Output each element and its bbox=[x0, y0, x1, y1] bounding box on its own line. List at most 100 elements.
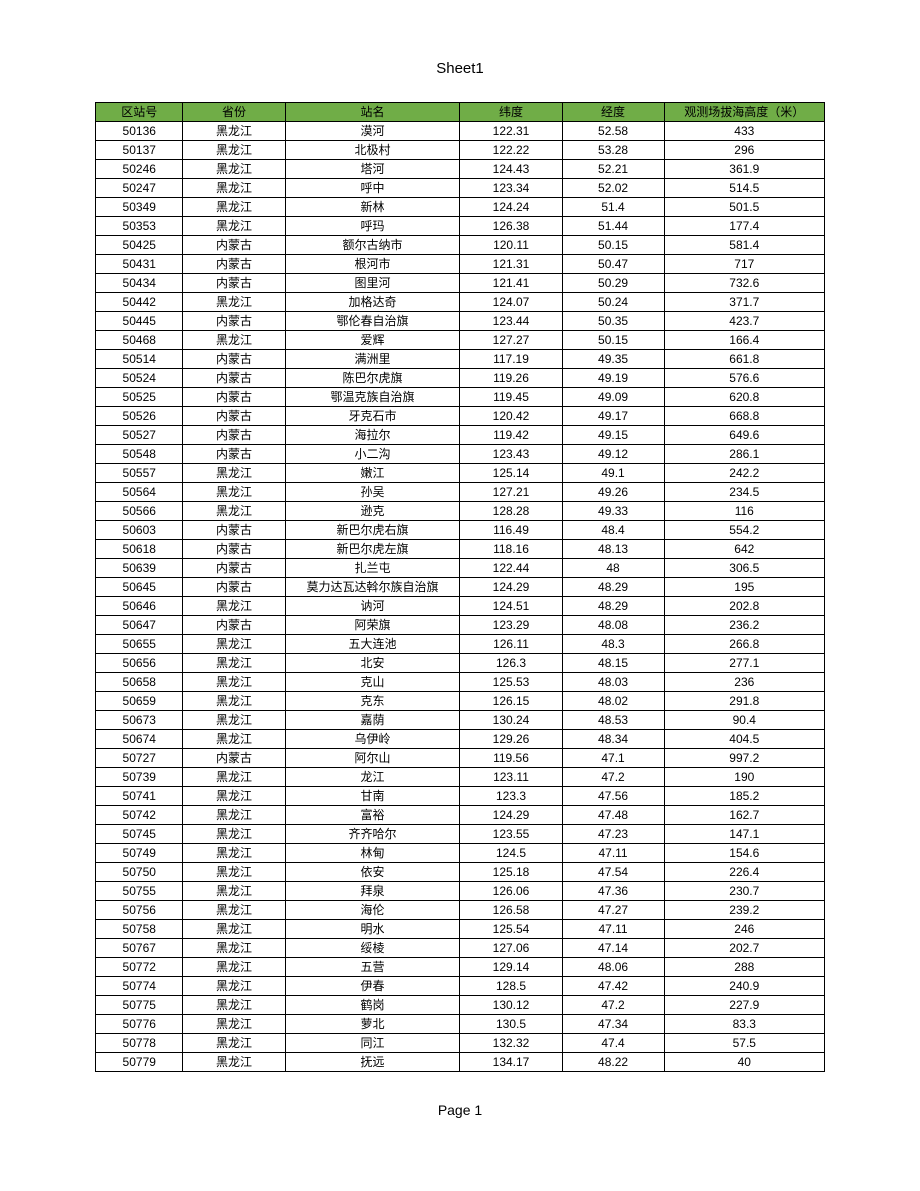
table-cell: 126.3 bbox=[460, 654, 562, 673]
table-cell: 242.2 bbox=[664, 464, 824, 483]
table-cell: 莫力达瓦达斡尔族自治旗 bbox=[285, 578, 460, 597]
table-cell: 50246 bbox=[96, 160, 183, 179]
table-cell: 732.6 bbox=[664, 274, 824, 293]
table-cell: 246 bbox=[664, 920, 824, 939]
table-cell: 50645 bbox=[96, 578, 183, 597]
table-cell: 127.27 bbox=[460, 331, 562, 350]
table-cell: 爱辉 bbox=[285, 331, 460, 350]
table-cell: 49.26 bbox=[562, 483, 664, 502]
table-cell: 黑龙江 bbox=[183, 673, 285, 692]
table-row: 50526内蒙古牙克石市120.4249.17668.8 bbox=[96, 407, 825, 426]
table-cell: 呼中 bbox=[285, 179, 460, 198]
table-cell: 50742 bbox=[96, 806, 183, 825]
table-cell: 127.06 bbox=[460, 939, 562, 958]
table-cell: 129.14 bbox=[460, 958, 562, 977]
table-cell: 119.26 bbox=[460, 369, 562, 388]
table-cell: 47.14 bbox=[562, 939, 664, 958]
table-row: 50136黑龙江漠河122.3152.58433 bbox=[96, 122, 825, 141]
table-cell: 50750 bbox=[96, 863, 183, 882]
table-cell: 236.2 bbox=[664, 616, 824, 635]
table-cell: 49.12 bbox=[562, 445, 664, 464]
table-cell: 50137 bbox=[96, 141, 183, 160]
table-cell: 124.24 bbox=[460, 198, 562, 217]
table-cell: 119.45 bbox=[460, 388, 562, 407]
table-cell: 123.11 bbox=[460, 768, 562, 787]
table-cell: 661.8 bbox=[664, 350, 824, 369]
table-cell: 50564 bbox=[96, 483, 183, 502]
table-cell: 50646 bbox=[96, 597, 183, 616]
table-cell: 47.34 bbox=[562, 1015, 664, 1034]
table-cell: 291.8 bbox=[664, 692, 824, 711]
table-cell: 51.4 bbox=[562, 198, 664, 217]
table-cell: 黑龙江 bbox=[183, 331, 285, 350]
table-row: 50246黑龙江塔河124.4352.21361.9 bbox=[96, 160, 825, 179]
table-cell: 黑龙江 bbox=[183, 464, 285, 483]
table-cell: 黑龙江 bbox=[183, 806, 285, 825]
table-row: 50772黑龙江五营129.1448.06288 bbox=[96, 958, 825, 977]
table-cell: 内蒙古 bbox=[183, 407, 285, 426]
table-cell: 50445 bbox=[96, 312, 183, 331]
table-cell: 49.09 bbox=[562, 388, 664, 407]
table-cell: 抚远 bbox=[285, 1053, 460, 1072]
table-cell: 黑龙江 bbox=[183, 844, 285, 863]
table-row: 50779黑龙江抚远134.1748.2240 bbox=[96, 1053, 825, 1072]
table-cell: 黑龙江 bbox=[183, 787, 285, 806]
table-cell: 49.15 bbox=[562, 426, 664, 445]
table-row: 50658黑龙江克山125.5348.03236 bbox=[96, 673, 825, 692]
data-table: 区站号 省份 站名 纬度 经度 观测场拔海高度（米） 50136黑龙江漠河122… bbox=[95, 102, 825, 1072]
table-cell: 漠河 bbox=[285, 122, 460, 141]
table-cell: 501.5 bbox=[664, 198, 824, 217]
table-cell: 内蒙古 bbox=[183, 521, 285, 540]
table-cell: 642 bbox=[664, 540, 824, 559]
table-cell: 鄂温克族自治旗 bbox=[285, 388, 460, 407]
table-cell: 内蒙古 bbox=[183, 426, 285, 445]
table-cell: 130.5 bbox=[460, 1015, 562, 1034]
table-row: 50778黑龙江同江132.3247.457.5 bbox=[96, 1034, 825, 1053]
table-cell: 47.4 bbox=[562, 1034, 664, 1053]
table-cell: 50136 bbox=[96, 122, 183, 141]
table-cell: 129.26 bbox=[460, 730, 562, 749]
table-cell: 581.4 bbox=[664, 236, 824, 255]
table-row: 50741黑龙江甘南123.347.56185.2 bbox=[96, 787, 825, 806]
table-cell: 嫩江 bbox=[285, 464, 460, 483]
table-cell: 306.5 bbox=[664, 559, 824, 578]
table-cell: 黑龙江 bbox=[183, 293, 285, 312]
table-cell: 黑龙江 bbox=[183, 711, 285, 730]
table-cell: 龙江 bbox=[285, 768, 460, 787]
table-row: 50353黑龙江呼玛126.3851.44177.4 bbox=[96, 217, 825, 236]
table-cell: 47.48 bbox=[562, 806, 664, 825]
table-cell: 黑龙江 bbox=[183, 217, 285, 236]
table-cell: 50655 bbox=[96, 635, 183, 654]
table-cell: 50603 bbox=[96, 521, 183, 540]
table-cell: 黑龙江 bbox=[183, 730, 285, 749]
table-cell: 50775 bbox=[96, 996, 183, 1015]
table-cell: 黑龙江 bbox=[183, 901, 285, 920]
table-cell: 47.54 bbox=[562, 863, 664, 882]
table-cell: 黑龙江 bbox=[183, 597, 285, 616]
table-cell: 266.8 bbox=[664, 635, 824, 654]
table-row: 50137黑龙江北极村122.2253.28296 bbox=[96, 141, 825, 160]
table-cell: 123.55 bbox=[460, 825, 562, 844]
table-cell: 50.15 bbox=[562, 236, 664, 255]
table-cell: 内蒙古 bbox=[183, 559, 285, 578]
table-row: 50639内蒙古扎兰屯122.4448306.5 bbox=[96, 559, 825, 578]
table-cell: 内蒙古 bbox=[183, 255, 285, 274]
table-cell: 52.02 bbox=[562, 179, 664, 198]
table-cell: 鹤岗 bbox=[285, 996, 460, 1015]
table-cell: 嘉荫 bbox=[285, 711, 460, 730]
table-cell: 黑龙江 bbox=[183, 825, 285, 844]
table-row: 50434内蒙古图里河121.4150.29732.6 bbox=[96, 274, 825, 293]
table-cell: 乌伊岭 bbox=[285, 730, 460, 749]
table-cell: 50434 bbox=[96, 274, 183, 293]
table-cell: 新巴尔虎左旗 bbox=[285, 540, 460, 559]
table-cell: 423.7 bbox=[664, 312, 824, 331]
table-cell: 加格达奇 bbox=[285, 293, 460, 312]
table-cell: 满洲里 bbox=[285, 350, 460, 369]
table-cell: 牙克石市 bbox=[285, 407, 460, 426]
table-cell: 124.07 bbox=[460, 293, 562, 312]
table-cell: 内蒙古 bbox=[183, 350, 285, 369]
table-cell: 内蒙古 bbox=[183, 369, 285, 388]
table-cell: 50431 bbox=[96, 255, 183, 274]
table-cell: 内蒙古 bbox=[183, 445, 285, 464]
table-cell: 125.54 bbox=[460, 920, 562, 939]
